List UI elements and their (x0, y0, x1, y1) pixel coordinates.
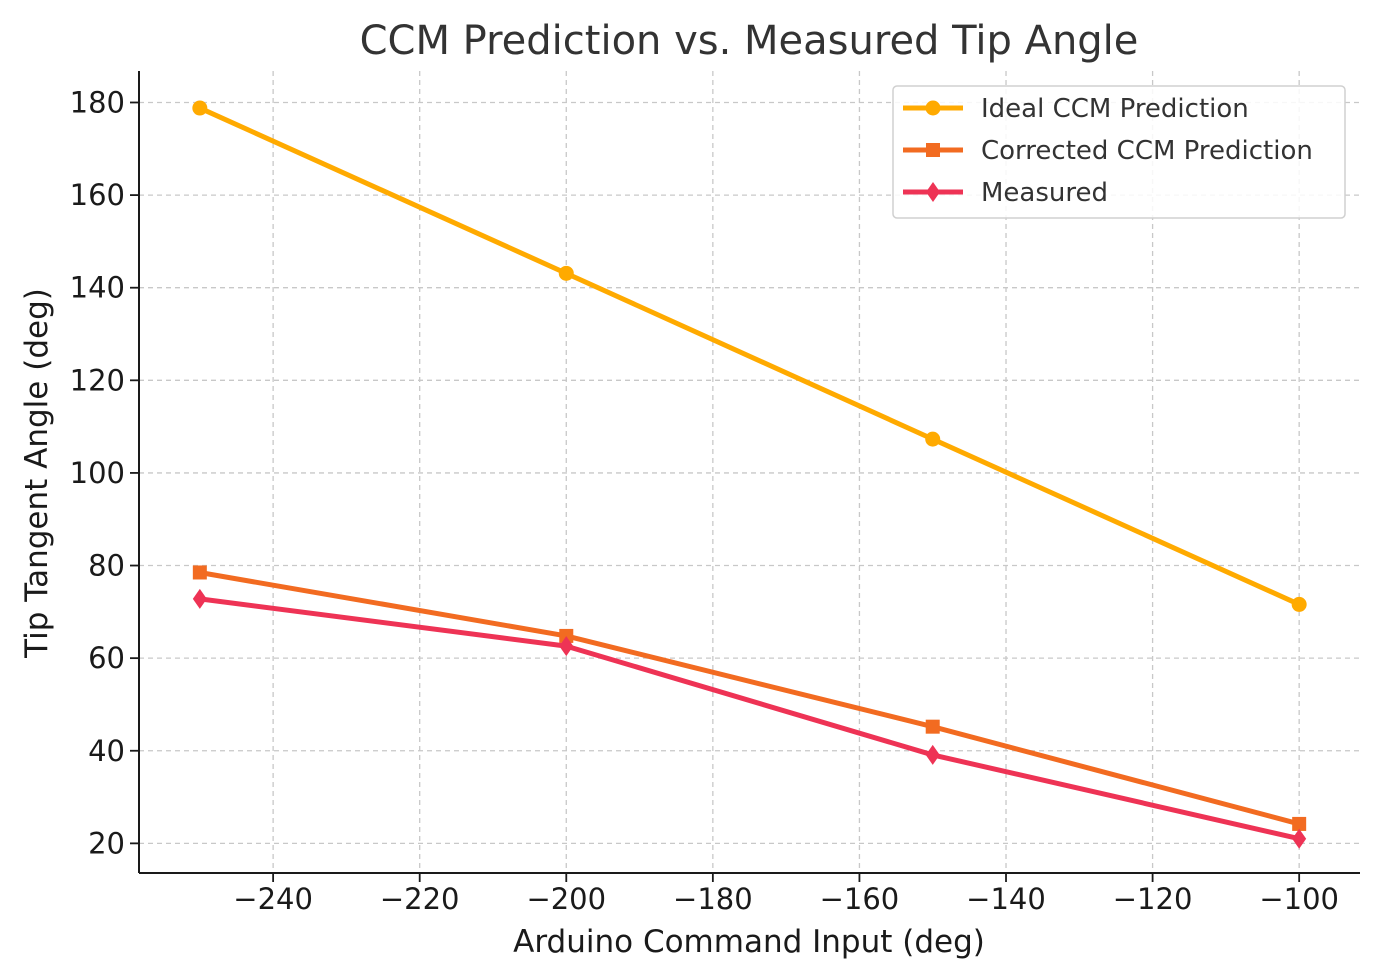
legend-entry: Corrected CCM Prediction (903, 136, 1313, 166)
x-tick-label: −120 (1113, 882, 1193, 916)
series-line-ideal-ccm-prediction (197, 105, 1302, 607)
data-point-measured (559, 636, 574, 657)
data-point-measured (925, 744, 940, 765)
y-tick-label: 120 (70, 363, 125, 397)
legend-entry: Ideal CCM Prediction (903, 94, 1249, 124)
y-tick-label: 20 (88, 826, 125, 860)
x-axis-ticks: −240 −220 −200 −180 −160 −140 −120 −100 (233, 873, 1339, 916)
series-corrected-ccm-prediction (192, 565, 1307, 831)
x-tick-label: −100 (1259, 882, 1339, 916)
y-tick-label: 40 (88, 734, 125, 768)
series-measured (192, 588, 1307, 849)
y-tick-label: 140 (70, 271, 125, 305)
legend-swatch-marker (926, 143, 940, 157)
series-line-measured (197, 596, 1302, 842)
x-tick-label: −200 (526, 882, 606, 916)
data-point-corrected-ccm-prediction (925, 719, 940, 734)
series-lines (192, 100, 1307, 849)
y-tick-label: 100 (70, 456, 125, 490)
axes (138, 71, 1360, 874)
legend-swatch-marker (925, 100, 941, 116)
data-point-measured (192, 588, 207, 609)
legend-swatch-marker (926, 182, 940, 202)
data-point-measured (1292, 828, 1307, 849)
x-axis-label: Arduino Command Input (deg) (513, 924, 985, 960)
legend: Ideal CCM Prediction Corrected CCM Predic… (892, 85, 1346, 219)
legend-box (892, 85, 1346, 219)
data-point-ideal-ccm-prediction (192, 100, 208, 116)
data-point-corrected-ccm-prediction (1292, 816, 1307, 831)
y-axis-ticks: 20 40 60 80 100 120 140 160 180 (70, 85, 139, 860)
data-point-ideal-ccm-prediction (925, 431, 941, 447)
data-point-ideal-ccm-prediction (1291, 596, 1307, 612)
legend-label: Measured (981, 178, 1108, 208)
legend-label: Corrected CCM Prediction (981, 136, 1313, 166)
data-point-ideal-ccm-prediction (558, 265, 574, 281)
y-axis-label: Tip Tangent Angle (deg) (19, 288, 55, 659)
x-tick-label: −180 (673, 882, 753, 916)
y-tick-label: 180 (70, 85, 125, 119)
x-tick-label: −160 (820, 882, 900, 916)
chart-title: CCM Prediction vs. Measured Tip Angle (360, 18, 1139, 64)
legend-label: Ideal CCM Prediction (981, 94, 1249, 124)
x-tick-label: −140 (966, 882, 1046, 916)
y-tick-label: 60 (88, 641, 125, 675)
y-tick-label: 80 (88, 549, 125, 583)
series-ideal-ccm-prediction (192, 100, 1307, 612)
data-point-corrected-ccm-prediction (192, 565, 207, 580)
y-tick-label: 160 (70, 178, 125, 212)
data-point-corrected-ccm-prediction (559, 628, 574, 643)
x-tick-label: −220 (380, 882, 460, 916)
series-line-corrected-ccm-prediction (197, 569, 1302, 827)
legend-entry: Measured (903, 178, 1108, 208)
x-tick-label: −240 (233, 882, 313, 916)
